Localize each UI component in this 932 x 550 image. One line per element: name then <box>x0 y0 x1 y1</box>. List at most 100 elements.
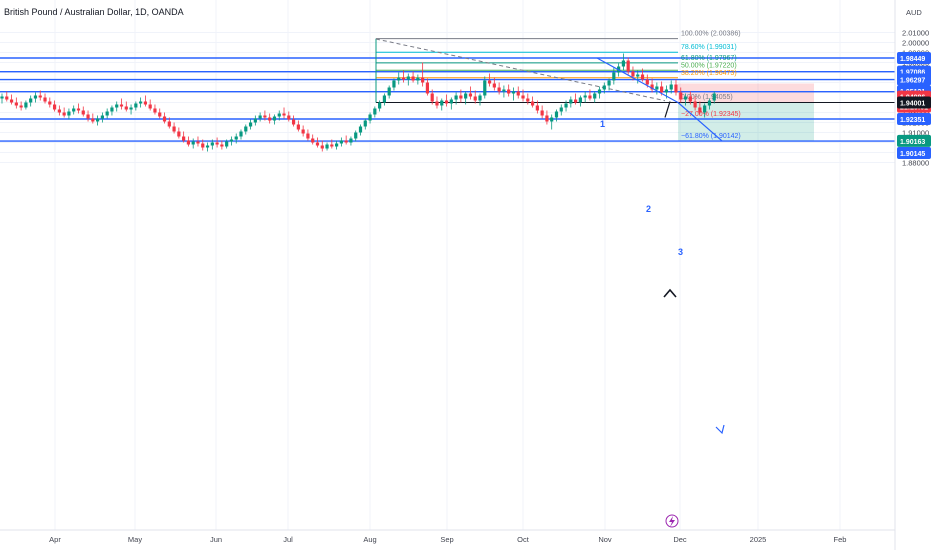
candle-body <box>511 91 516 94</box>
wave-label: 1 <box>600 119 605 129</box>
candle-body <box>545 115 549 122</box>
candle-body <box>440 100 444 106</box>
candle-body <box>483 80 487 96</box>
candle-body <box>583 95 587 98</box>
candle-body <box>158 112 162 117</box>
candle-body <box>387 87 391 96</box>
price-badge-bg <box>897 52 931 65</box>
candle-body <box>38 95 42 98</box>
candle-body <box>291 119 296 125</box>
candle-body <box>444 100 449 104</box>
candle-body <box>139 101 143 104</box>
candle-body <box>416 77 420 81</box>
fib-retracement[interactable]: 100.00% (2.00386) 78.60% (1.99031) 61.80% … <box>375 31 741 141</box>
time-tick-label: 2025 <box>750 535 767 544</box>
fib-level-label: −61.80% (1.90142) <box>681 133 741 140</box>
candle-body <box>162 116 167 122</box>
candle-body <box>607 80 611 86</box>
candle-body <box>492 83 496 88</box>
price-tick-label: 2.01000 <box>902 29 929 38</box>
price-badges: 1.984491.970861.962971.951311.950771.949… <box>897 52 931 160</box>
candle-body <box>597 89 602 94</box>
price-badge-label: 1.90163 <box>900 139 925 146</box>
fib-trend-line[interactable] <box>375 38 666 102</box>
up-arrow-line[interactable] <box>664 101 671 118</box>
candle-body <box>669 84 673 90</box>
fib-level-label: 0.00% (1.94055) <box>681 94 733 101</box>
candle-body <box>526 98 530 102</box>
candle-body <box>325 144 329 149</box>
candle-body <box>220 144 224 147</box>
candle-body <box>425 82 430 94</box>
candle-body <box>540 110 544 116</box>
candle-body <box>660 86 664 93</box>
candle-body <box>5 96 9 100</box>
candle-body <box>282 113 286 116</box>
candle-body <box>43 97 47 102</box>
wave-line[interactable] <box>596 57 679 104</box>
candle-body <box>588 95 592 99</box>
candle-body <box>296 124 300 130</box>
candle-body <box>272 116 277 121</box>
candle-body <box>119 104 124 107</box>
candle-body <box>335 143 339 147</box>
fib-level-label: 50.00% (1.97220) <box>681 62 737 69</box>
candle-body <box>712 93 716 101</box>
candle-body <box>57 109 61 113</box>
candle-body <box>459 95 463 99</box>
fib-level-label: 61.80% (1.97967) <box>681 55 737 62</box>
candle-body <box>507 89 511 94</box>
chart-grid <box>0 0 895 530</box>
candle-body <box>115 104 119 108</box>
currency-label[interactable]: AUD <box>906 8 922 17</box>
candle-body <box>52 104 57 110</box>
candle-body <box>679 92 683 100</box>
candle-body <box>397 77 401 81</box>
candle-body <box>177 131 181 137</box>
candle-body <box>244 126 248 132</box>
price-badge: 1.92351 <box>897 112 931 125</box>
candle-body <box>574 99 578 103</box>
candle-body <box>248 122 253 127</box>
candle-body <box>521 95 525 99</box>
candle-body <box>569 99 573 104</box>
candle-body <box>559 107 563 112</box>
drawings[interactable] <box>596 57 725 435</box>
candle-body <box>0 96 4 99</box>
candle-body <box>392 80 396 88</box>
candle-body <box>143 101 147 105</box>
candle-body <box>67 111 71 116</box>
candle-body <box>215 142 219 145</box>
candle-body <box>81 110 85 115</box>
candle-body <box>24 102 28 108</box>
candle-body <box>550 117 554 122</box>
candle-body <box>464 93 468 99</box>
lightning-icon-glyph <box>669 516 675 527</box>
wave-label: 2 <box>646 204 651 214</box>
candle-body <box>435 101 439 106</box>
lightning-icon[interactable] <box>665 514 679 528</box>
symbol-title[interactable]: British Pound / Australian Dollar, 1D, O… <box>4 7 184 17</box>
time-tick-label: Feb <box>834 535 847 544</box>
candle-body <box>339 140 343 144</box>
candle-body <box>9 99 14 103</box>
time-tick-label: Jul <box>283 535 293 544</box>
candle-body <box>33 95 38 99</box>
candle-body <box>14 102 18 106</box>
candle-body <box>354 132 358 139</box>
stop-loss-zone[interactable] <box>678 83 814 103</box>
time-tick-label: Jun <box>210 535 222 544</box>
candle-body <box>287 115 291 120</box>
projection-line[interactable] <box>677 102 723 142</box>
candle-body <box>210 142 214 146</box>
horizontal-levels[interactable] <box>0 57 895 142</box>
candle-body <box>225 141 229 147</box>
price-tick-label: 1.88000 <box>902 159 929 168</box>
candle-body <box>349 138 353 143</box>
time-axis[interactable]: Apr May Jun Jul Aug Sep Oct Nov Dec 2025 Feb <box>0 514 895 544</box>
price-badge: 1.90145 <box>897 147 931 160</box>
candle-body <box>636 74 640 77</box>
time-tick-label: Oct <box>517 535 530 544</box>
candle-body <box>650 84 654 90</box>
